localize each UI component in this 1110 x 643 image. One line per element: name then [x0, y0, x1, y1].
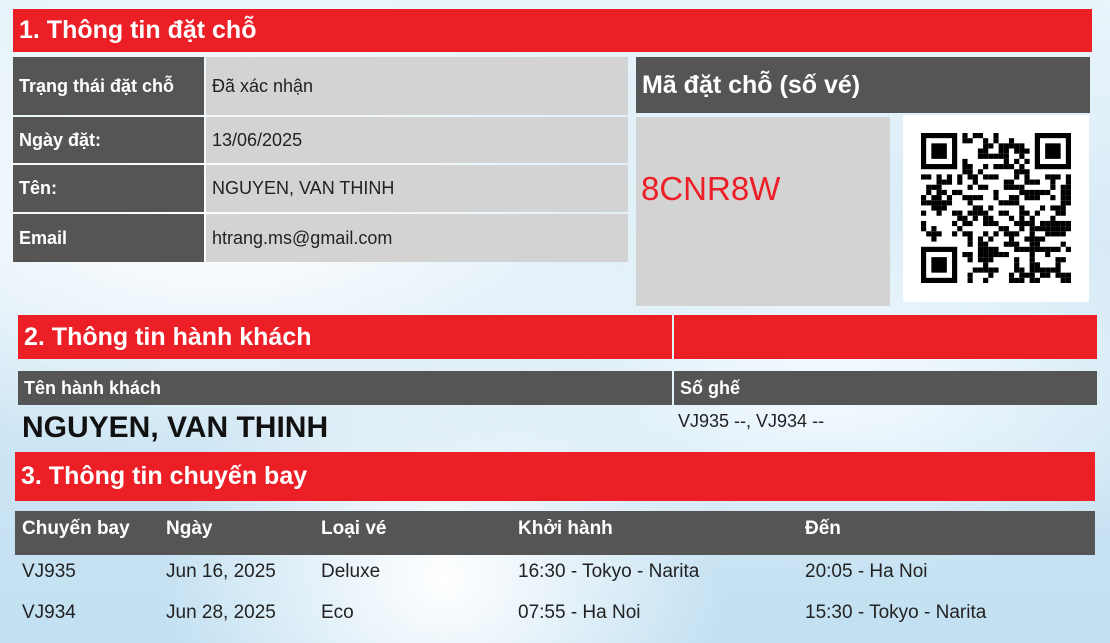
col-flight: Chuyến bay — [22, 518, 130, 539]
qr-code-icon — [921, 133, 1071, 283]
arrival: 20:05 - Ha Noi — [805, 561, 928, 582]
flight-table-header: Chuyến bay Ngày Loại vé Khởi hành Đến — [15, 511, 1095, 555]
flight-number: VJ934 — [22, 602, 76, 623]
flight-number: VJ935 — [22, 561, 76, 582]
booking-code-title: Mã đặt chỗ (số vé) — [636, 57, 1090, 113]
section3-title: 3. Thông tin chuyến bay — [15, 452, 1095, 501]
col-passenger-name: Tên hành khách — [18, 371, 672, 405]
qr-code — [903, 115, 1089, 302]
flight-date: Jun 16, 2025 — [166, 561, 276, 582]
passenger-name: NGUYEN, VAN THINH — [22, 411, 329, 444]
value-email: htrang.ms@gmail.com — [206, 214, 628, 262]
col-date: Ngày — [166, 518, 213, 539]
col-seat: Số ghế — [674, 371, 1097, 405]
flight-date: Jun 28, 2025 — [166, 602, 276, 623]
section2-title-filler — [674, 315, 1097, 359]
value-name: NGUYEN, VAN THINH — [206, 165, 628, 212]
label-email: Email — [13, 214, 204, 262]
section1-title: 1. Thông tin đặt chỗ — [13, 9, 1092, 52]
label-name: Tên: — [13, 165, 204, 212]
arrival: 15:30 - Tokyo - Narita — [805, 602, 987, 623]
label-status: Trạng thái đặt chỗ — [13, 57, 204, 115]
value-status: Đã xác nhận — [206, 57, 628, 115]
seat-numbers: VJ935 --, VJ934 -- — [678, 411, 825, 431]
label-date: Ngày đặt: — [13, 117, 204, 163]
booking-code-box: 8CNR8W — [636, 117, 890, 306]
fare-type: Eco — [321, 602, 354, 623]
col-departure: Khởi hành — [518, 518, 613, 539]
col-arrival: Đến — [805, 518, 841, 539]
fare-type: Deluxe — [321, 561, 381, 582]
value-date: 13/06/2025 — [206, 117, 628, 163]
table-row: VJ935 Jun 16, 2025 Deluxe 16:30 - Tokyo … — [15, 560, 1095, 590]
departure: 16:30 - Tokyo - Narita — [518, 561, 700, 582]
booking-code: 8CNR8W — [641, 170, 781, 207]
departure: 07:55 - Ha Noi — [518, 602, 641, 623]
table-row: VJ934 Jun 28, 2025 Eco 07:55 - Ha Noi 15… — [15, 601, 1095, 631]
col-fare: Loại vé — [321, 518, 387, 539]
section2-title: 2. Thông tin hành khách — [18, 315, 672, 359]
